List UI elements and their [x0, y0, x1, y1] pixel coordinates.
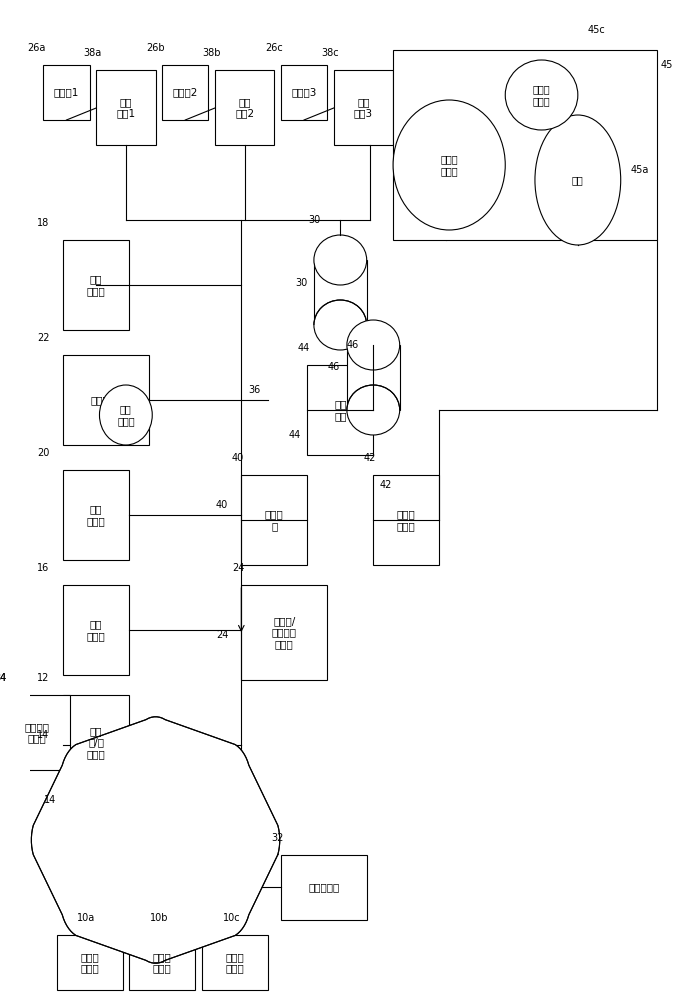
- FancyBboxPatch shape: [63, 695, 129, 790]
- Text: 34: 34: [0, 673, 7, 683]
- Text: 10b: 10b: [150, 913, 168, 923]
- Text: 14: 14: [44, 795, 57, 805]
- Ellipse shape: [505, 60, 578, 130]
- Text: 14: 14: [37, 730, 50, 740]
- Text: 呼叫记
录: 呼叫记 录: [265, 509, 284, 531]
- Text: 网络服务器: 网络服务器: [308, 882, 339, 892]
- Text: 45c: 45c: [588, 25, 606, 35]
- Text: 终端用
户装置: 终端用 户装置: [80, 952, 99, 973]
- Ellipse shape: [314, 300, 366, 350]
- Text: 客户
数据库: 客户 数据库: [117, 404, 135, 426]
- FancyBboxPatch shape: [241, 475, 307, 565]
- Text: 45a: 45a: [631, 165, 649, 175]
- Polygon shape: [31, 717, 279, 963]
- Text: 多媒体/
社交媒体
服务器: 多媒体/ 社交媒体 服务器: [272, 616, 297, 649]
- Text: 44: 44: [298, 343, 310, 353]
- Text: 46: 46: [347, 340, 359, 350]
- Text: 45: 45: [660, 60, 673, 70]
- Text: 32: 32: [271, 833, 284, 843]
- Text: 18: 18: [37, 218, 50, 228]
- FancyBboxPatch shape: [129, 935, 195, 990]
- FancyBboxPatch shape: [63, 585, 129, 675]
- Text: 报告
服务器: 报告 服务器: [87, 274, 106, 296]
- FancyBboxPatch shape: [373, 475, 440, 565]
- Text: 22: 22: [37, 333, 50, 343]
- Text: 30: 30: [295, 277, 307, 288]
- Text: 40: 40: [216, 500, 228, 510]
- FancyBboxPatch shape: [57, 935, 123, 990]
- Ellipse shape: [393, 100, 505, 230]
- FancyBboxPatch shape: [241, 585, 327, 680]
- FancyBboxPatch shape: [4, 695, 70, 770]
- Text: 交互式话
音响应: 交互式话 音响应: [24, 722, 49, 743]
- Text: 统计服务器: 统计服务器: [90, 395, 121, 405]
- FancyBboxPatch shape: [281, 855, 366, 920]
- Text: 45b: 45b: [509, 75, 527, 85]
- FancyBboxPatch shape: [63, 240, 129, 330]
- Text: 38a: 38a: [83, 48, 102, 58]
- Ellipse shape: [314, 235, 366, 285]
- Ellipse shape: [347, 385, 400, 435]
- Text: 呼叫
服务器: 呼叫 服务器: [87, 619, 106, 641]
- Text: 工作箱2: 工作箱2: [172, 88, 198, 98]
- Text: 呼叫记
录存储: 呼叫记 录存储: [397, 509, 415, 531]
- Text: 路由
服务器: 路由 服务器: [87, 504, 106, 526]
- Text: 交换
机/媒
体网关: 交换 机/媒 体网关: [87, 726, 106, 759]
- Text: 代理
装置3: 代理 装置3: [354, 97, 373, 118]
- FancyBboxPatch shape: [96, 70, 155, 145]
- Text: 26a: 26a: [28, 43, 46, 53]
- Ellipse shape: [347, 320, 400, 370]
- Text: 40: 40: [232, 453, 244, 463]
- Text: 代理
装置1: 代理 装置1: [117, 97, 135, 118]
- FancyBboxPatch shape: [334, 70, 393, 145]
- FancyBboxPatch shape: [393, 50, 657, 240]
- Text: 44: 44: [288, 430, 301, 440]
- Text: 20: 20: [37, 448, 50, 458]
- Text: 图形用
户接口: 图形用 户接口: [533, 84, 551, 106]
- FancyBboxPatch shape: [162, 65, 208, 120]
- Text: 34: 34: [0, 673, 7, 683]
- Text: 38b: 38b: [202, 48, 221, 58]
- Text: 12: 12: [37, 673, 50, 683]
- FancyBboxPatch shape: [63, 355, 149, 445]
- FancyBboxPatch shape: [215, 70, 275, 145]
- Text: 10a: 10a: [77, 913, 95, 923]
- Text: 话语
分析: 话语 分析: [334, 399, 346, 421]
- Text: 30: 30: [308, 215, 321, 225]
- Text: 工作箱3: 工作箱3: [291, 88, 317, 98]
- Text: 工作箱1: 工作箱1: [54, 88, 79, 98]
- Text: 代理
装置2: 代理 装置2: [235, 97, 254, 118]
- FancyBboxPatch shape: [63, 470, 129, 560]
- Text: 42: 42: [364, 453, 376, 463]
- Bar: [314, 260, 366, 325]
- Text: 24: 24: [216, 630, 228, 640]
- Text: 26b: 26b: [146, 43, 165, 53]
- Ellipse shape: [99, 385, 152, 445]
- Text: 26c: 26c: [266, 43, 283, 53]
- Text: 16: 16: [37, 563, 50, 573]
- Text: 话题: 话题: [572, 175, 584, 185]
- Text: 终端用
户装置: 终端用 户装置: [152, 952, 172, 973]
- FancyBboxPatch shape: [201, 935, 268, 990]
- Bar: [347, 345, 400, 410]
- Text: 10c: 10c: [223, 913, 240, 923]
- Text: 42: 42: [380, 480, 392, 490]
- FancyBboxPatch shape: [281, 65, 327, 120]
- Text: 终端用
户装置: 终端用 户装置: [226, 952, 244, 973]
- Text: 38c: 38c: [322, 48, 339, 58]
- Text: 根本质
因挖掘: 根本质 因挖掘: [440, 154, 458, 176]
- Text: 36: 36: [248, 385, 260, 395]
- FancyBboxPatch shape: [307, 365, 373, 455]
- Text: 24: 24: [232, 563, 244, 573]
- FancyBboxPatch shape: [43, 65, 90, 120]
- Text: 46: 46: [328, 362, 340, 372]
- Ellipse shape: [535, 115, 621, 245]
